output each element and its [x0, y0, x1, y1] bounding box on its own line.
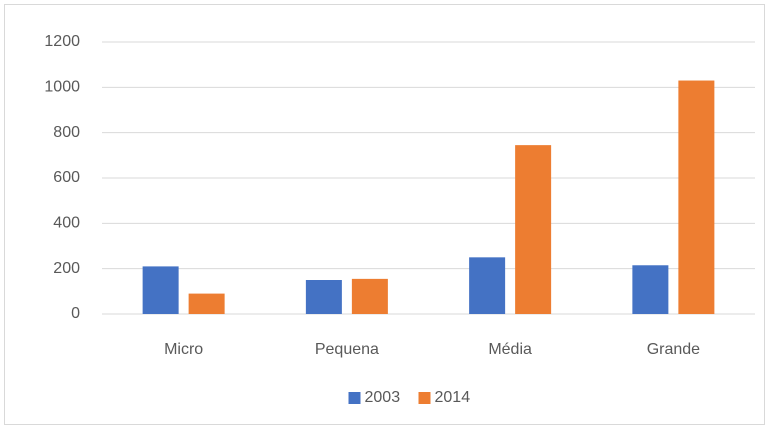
legend-swatch — [348, 392, 361, 404]
bar — [351, 278, 388, 314]
y-tick-label: 400 — [53, 215, 80, 232]
chart-border — [4, 4, 765, 425]
y-tick-label: 200 — [53, 260, 80, 277]
x-tick-label: Pequena — [315, 341, 379, 358]
x-tick-label: Grande — [647, 341, 700, 358]
y-tick-label: 1000 — [44, 79, 80, 96]
x-tick-label: Micro — [164, 341, 203, 358]
bar — [678, 80, 715, 315]
legend-swatch — [418, 392, 431, 404]
y-tick-label: 600 — [53, 169, 80, 186]
bar — [188, 293, 225, 314]
bar — [305, 280, 342, 314]
y-tick-label: 800 — [53, 124, 80, 141]
bar — [469, 257, 506, 314]
bar — [515, 145, 552, 314]
bar — [142, 266, 179, 314]
bar — [632, 265, 669, 314]
y-tick-label: 1200 — [44, 33, 80, 50]
legend-label: 2014 — [435, 389, 471, 406]
x-tick-label: Média — [488, 341, 532, 358]
legend-label: 2003 — [365, 389, 401, 406]
y-tick-label: 0 — [71, 305, 80, 322]
